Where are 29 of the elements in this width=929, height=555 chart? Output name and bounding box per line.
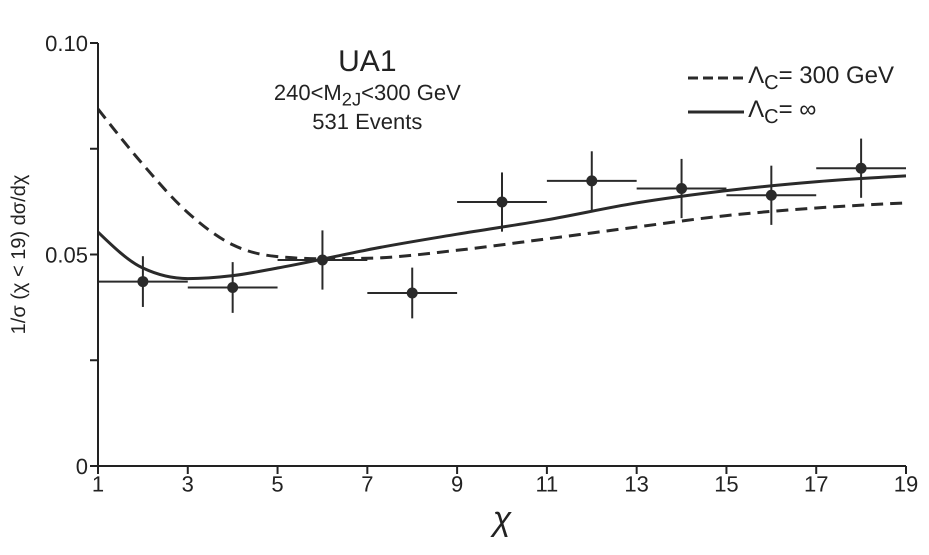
y-tick-label: 0 bbox=[76, 454, 88, 479]
chart-title: UA1 bbox=[337, 45, 398, 80]
point bbox=[766, 190, 777, 201]
x-axis-title: χ bbox=[490, 500, 513, 538]
x-tick-label: 5 bbox=[271, 472, 284, 497]
y-tick-label: 0.05 bbox=[45, 242, 88, 268]
x-tick-label: 7 bbox=[361, 472, 374, 497]
x-tick-label: 13 bbox=[624, 472, 649, 497]
annotation: 531 Events bbox=[311, 108, 424, 134]
point bbox=[227, 282, 238, 293]
point bbox=[406, 287, 418, 298]
legend-label: Λ$_{C}$= ∞ bbox=[748, 96, 816, 128]
x-tick-label: 15 bbox=[714, 472, 739, 497]
x-tick-label: 17 bbox=[804, 472, 828, 497]
point bbox=[676, 183, 688, 194]
text: 240<M$_{2J}$<300 GeV bbox=[272, 80, 462, 109]
x-tick-label: 9 bbox=[450, 472, 464, 497]
x-tick-label: 1 bbox=[92, 472, 104, 497]
point bbox=[586, 175, 598, 186]
x-tick-label: 11 bbox=[535, 472, 558, 497]
y-tick-label: 0.10 bbox=[45, 30, 88, 56]
x-tick-label: 19 bbox=[894, 472, 918, 497]
point bbox=[316, 254, 328, 266]
y-axis-title: 1/σ (χ < 19) dσ/dχ bbox=[8, 174, 30, 334]
x-tick-label: 3 bbox=[182, 472, 194, 497]
point bbox=[137, 276, 148, 288]
legend-label: Λ$_{C}$= 300 GeV bbox=[748, 62, 894, 94]
point bbox=[856, 162, 867, 174]
point bbox=[496, 196, 508, 208]
